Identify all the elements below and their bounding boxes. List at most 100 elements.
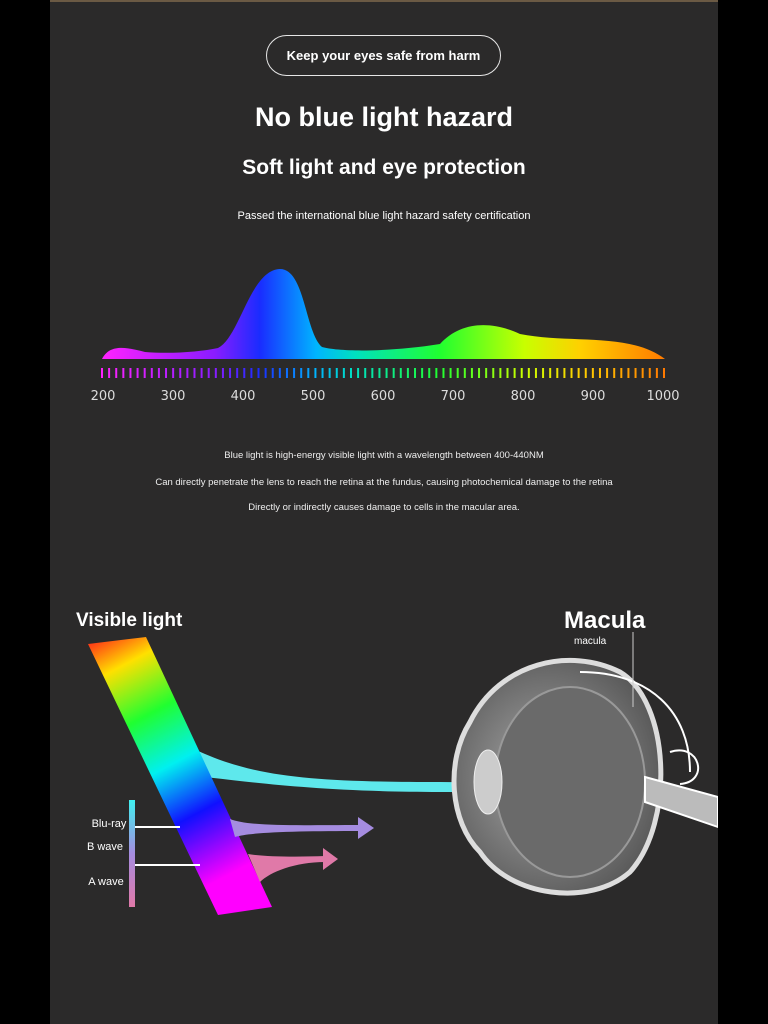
info-line-2: Can directly penetrate the lens to reach… xyxy=(155,477,613,488)
spectrum-tick xyxy=(392,368,395,378)
spectrum-tick xyxy=(414,368,417,378)
spectrum-tick xyxy=(520,368,523,378)
spectrum-tick xyxy=(513,368,516,378)
spectrum-tick xyxy=(627,368,630,378)
spectrum-tick xyxy=(499,368,502,378)
b-wave-label: B wave xyxy=(86,841,124,853)
spectrum-tick xyxy=(371,368,374,378)
spectrum-tick xyxy=(399,368,402,378)
spectrum-tick xyxy=(641,368,644,378)
spectrum-tick xyxy=(108,368,111,378)
bluray-arrowhead xyxy=(358,817,374,839)
spectrum-tick xyxy=(172,368,175,378)
info-line-3: Directly or indirectly causes damage to … xyxy=(248,502,520,513)
spectrum-tick xyxy=(527,368,530,378)
spectrum-tick xyxy=(485,368,488,378)
spectrum-tick xyxy=(328,368,331,378)
spectrum-tick xyxy=(307,368,310,378)
spectrum-tick xyxy=(243,368,246,378)
spectrum-tick xyxy=(229,368,232,378)
spectrum-curve xyxy=(102,269,665,359)
eye-diagram xyxy=(88,632,718,915)
optic-nerve xyxy=(644,775,718,829)
spectrum-tick xyxy=(556,368,559,378)
spectrum-tick xyxy=(250,368,253,378)
spectrum-tick xyxy=(542,368,545,378)
spectrum-tick xyxy=(278,368,281,378)
spectrum-tick xyxy=(663,368,665,378)
spectrum-tick xyxy=(648,368,651,378)
spectrum-tick xyxy=(293,368,296,378)
spectrum-tick xyxy=(378,368,381,378)
spectrum-tick xyxy=(492,368,495,378)
spectrum-tick xyxy=(129,368,132,378)
info-line-1: Blue light is high-energy visible light … xyxy=(224,450,544,461)
spectrum-axis-label: 400 xyxy=(231,389,256,404)
spectrum-tick xyxy=(598,368,601,378)
spectrum-tick xyxy=(606,368,609,378)
spectrum-tick xyxy=(257,368,260,378)
spectrum-tick xyxy=(634,368,637,378)
spectrum-tick xyxy=(101,368,103,378)
spectrum-tick xyxy=(385,368,388,378)
page-title: No blue light hazard xyxy=(254,102,513,132)
spectrum-tick xyxy=(406,368,409,378)
spectrum-axis-label: 900 xyxy=(581,389,606,404)
spectrum-tick xyxy=(285,368,288,378)
tagline-text: Keep your eyes safe from harm xyxy=(286,48,481,63)
spectrum-tick xyxy=(613,368,616,378)
spectrum-tick xyxy=(456,368,459,378)
spectrum-tick xyxy=(207,368,210,378)
spectrum-axis-label: 500 xyxy=(301,389,326,404)
spectrum-tick xyxy=(179,368,182,378)
spectrum-tick xyxy=(421,368,424,378)
spectrum-tick xyxy=(264,368,267,378)
eye-muscle xyxy=(669,749,699,785)
spectrum-tick xyxy=(236,368,239,378)
spectrum-graphic: 200 300 400 500 600 700 800 900 1000 xyxy=(91,269,680,404)
spectrum-tick xyxy=(221,368,224,378)
spectrum-tick xyxy=(200,368,203,378)
spectrum-axis-label: 800 xyxy=(511,389,536,404)
macula-sublabel: macula xyxy=(574,636,607,647)
awave-arrowhead xyxy=(323,848,338,870)
spectrum-tick xyxy=(165,368,168,378)
spectrum-tick xyxy=(193,368,196,378)
spectrum-tick xyxy=(349,368,352,378)
spectrum-tick xyxy=(478,368,481,378)
eye-lens xyxy=(473,749,503,815)
spectrum-tick xyxy=(506,368,509,378)
spectrum-tick xyxy=(620,368,623,378)
spectrum-tick xyxy=(335,368,338,378)
spectrum-tick xyxy=(442,368,445,378)
spectrum-tick xyxy=(463,368,466,378)
spectrum-tick xyxy=(150,368,153,378)
bluray-label: Blu-ray xyxy=(91,818,127,830)
spectrum-tick xyxy=(549,368,552,378)
spectrum-tick xyxy=(186,368,189,378)
certification-text: Passed the international blue light haza… xyxy=(237,210,531,222)
spectrum-tick xyxy=(357,368,360,378)
spectrum-tick xyxy=(321,368,324,378)
spectrum-tick xyxy=(143,368,146,378)
tagline-pill: Keep your eyes safe from harm xyxy=(266,35,501,76)
macula-label: Macula xyxy=(564,607,646,634)
spectrum-tick xyxy=(655,368,658,378)
spectrum-tick xyxy=(364,368,367,378)
eye-interior xyxy=(494,686,646,878)
awave-beam xyxy=(248,854,325,882)
spectrum-tick xyxy=(428,368,431,378)
spectrum-tick xyxy=(214,368,217,378)
spectrum-tick xyxy=(449,368,452,378)
spectrum-tick xyxy=(115,368,118,378)
rainbow-prism xyxy=(88,637,272,915)
spectrum-tick xyxy=(570,368,573,378)
cyan-beam xyxy=(190,747,640,792)
spectrum-tick xyxy=(314,368,317,378)
bluray-beam xyxy=(230,819,360,837)
spectrum-tick xyxy=(342,368,345,378)
spectrum-axis-label: 1000 xyxy=(646,389,679,404)
spectrum-tick xyxy=(584,368,587,378)
spectrum-tick xyxy=(470,368,473,378)
a-wave-label: A wave xyxy=(88,876,124,888)
